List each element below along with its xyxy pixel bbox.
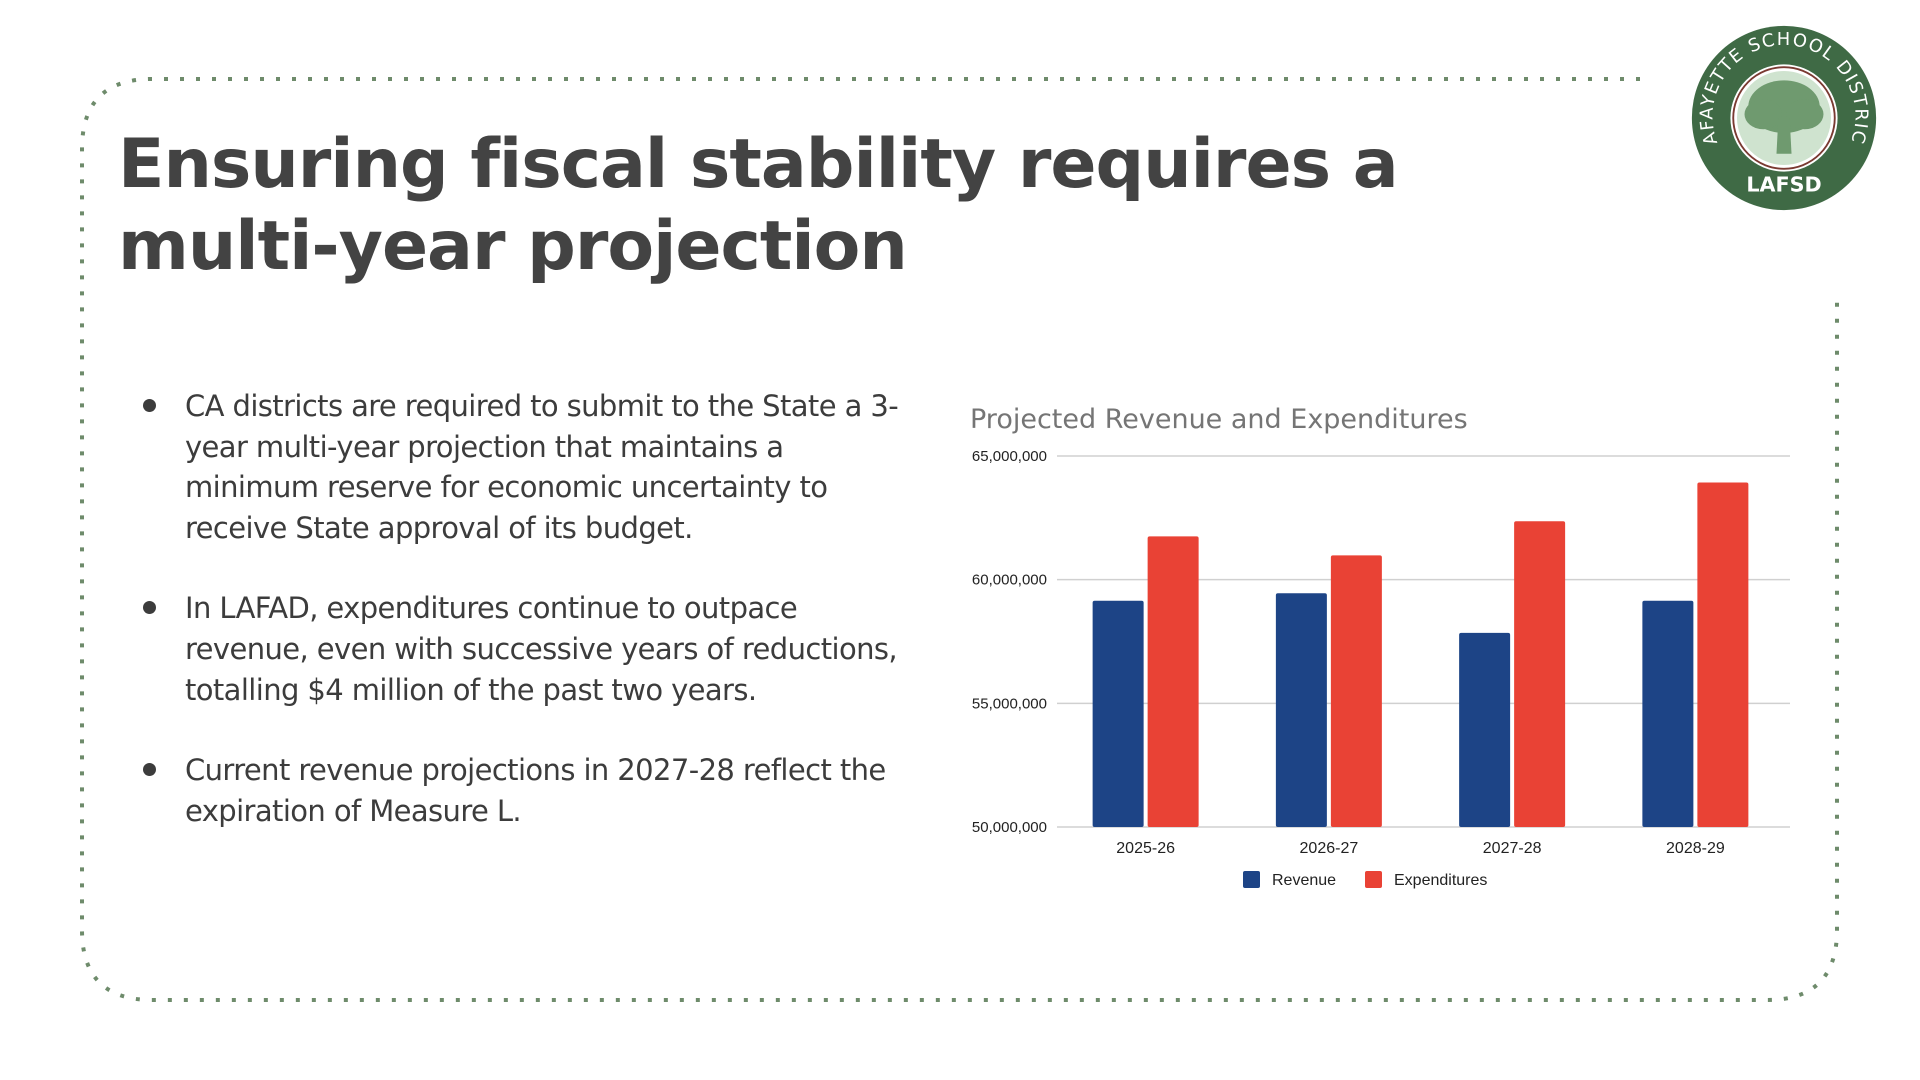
legend-swatch-revenue (1243, 871, 1260, 888)
bullet-item: In LAFAD, expenditures continue to outpa… (140, 588, 920, 710)
bullet-item: CA districts are required to submit to t… (140, 386, 920, 548)
slide-title: Ensuring fiscal stability requires a mul… (118, 124, 1568, 288)
y-tick-label: 60,000,000 (972, 572, 1047, 589)
y-tick-label: 55,000,000 (972, 695, 1047, 712)
chart-legend: Revenue Expenditures (1243, 871, 1487, 889)
bullet-dot-icon (143, 601, 156, 615)
bullet-text: Current revenue projections in 2027-28 r… (185, 753, 886, 828)
x-axis-ticks: 2025-26 2026-27 2027-28 2028-29 (1116, 840, 1725, 857)
bullet-text: CA districts are required to submit to t… (185, 389, 899, 545)
bar-expenditures-2028-29 (1697, 482, 1749, 827)
district-logo: LAFAYETTE SCHOOL DISTRICT LAFSD (1690, 24, 1877, 211)
bar-revenue-2025-26 (1092, 600, 1144, 827)
slide-title-line-1: Ensuring fiscal stability requires a (118, 125, 1399, 204)
y-tick-label: 65,000,000 (972, 448, 1047, 465)
chart-title: Projected Revenue and Expenditures (970, 404, 1468, 435)
legend-label-expenditures: Expenditures (1394, 872, 1487, 889)
bullet-text: In LAFAD, expenditures continue to outpa… (185, 591, 898, 707)
bullet-list: CA districts are required to submit to t… (140, 386, 920, 871)
bar-expenditures-2025-26 (1147, 536, 1199, 827)
chart-bars (1092, 482, 1749, 827)
y-tick-label: 50,000,000 (972, 819, 1047, 836)
bar-revenue-2028-29 (1642, 600, 1694, 827)
slide-title-line-2: multi-year projection (118, 207, 908, 286)
legend-swatch-expenditures (1365, 871, 1382, 888)
x-tick-label: 2026-27 (1300, 840, 1359, 857)
bar-expenditures-2027-28 (1514, 521, 1566, 827)
legend-label-revenue: Revenue (1272, 872, 1336, 889)
x-tick-label: 2027-28 (1483, 840, 1542, 857)
x-tick-label: 2028-29 (1666, 840, 1725, 857)
y-axis-ticks: 50,000,000 55,000,000 60,000,000 65,000,000 (972, 448, 1047, 836)
tree-icon (1744, 80, 1824, 154)
logo-abbreviation: LAFSD (1746, 172, 1821, 196)
x-tick-label: 2025-26 (1116, 840, 1175, 857)
bar-expenditures-2026-27 (1330, 555, 1382, 827)
bullet-dot-icon (143, 763, 156, 777)
bullet-item: Current revenue projections in 2027-28 r… (140, 750, 920, 831)
bar-revenue-2027-28 (1459, 632, 1511, 827)
bar-revenue-2026-27 (1275, 593, 1327, 827)
bullet-dot-icon (143, 399, 156, 412)
